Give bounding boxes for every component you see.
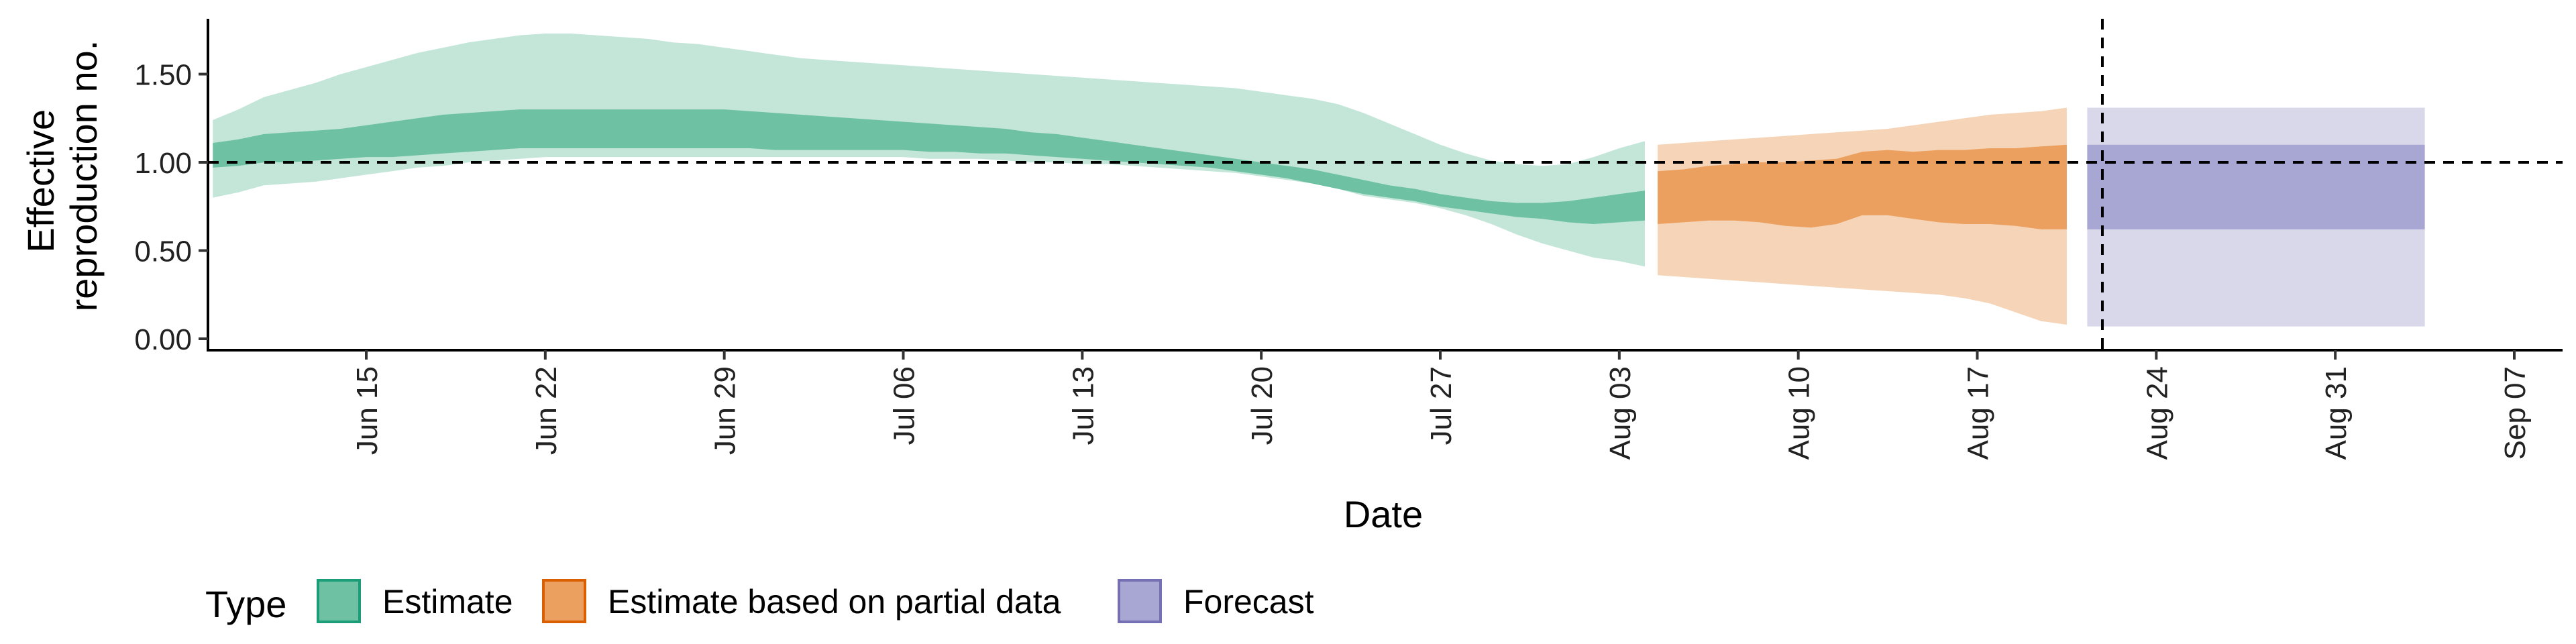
x-tick-label: Jun 29 (709, 366, 742, 455)
x-tick-label: Aug 24 (2141, 366, 2174, 460)
band-50-forecast (2087, 144, 2425, 229)
legend-label: Estimate based on partial data (608, 583, 1061, 621)
legend-key (542, 579, 586, 623)
y-axis-title-line1: Effective (19, 109, 62, 253)
legend: Type Estimate Estimate based on partial d… (205, 579, 1314, 625)
y-tick-label: 0.50 (134, 235, 192, 268)
x-ticks: Jun 15 Jun 22 Jun 29 Jul 06 Jul 13 Jul 20 Jul … (351, 350, 2532, 460)
x-tick-label: Aug 10 (1783, 366, 1816, 460)
legend-label: Estimate (382, 583, 513, 621)
bands-layer (213, 34, 2425, 327)
band-50-estimate-based-on-partial-data (1658, 144, 2067, 229)
band-50-estimate (213, 109, 1645, 224)
legend-key (317, 579, 361, 623)
x-tick-label: Aug 31 (2320, 366, 2353, 460)
legend-key (1118, 579, 1162, 623)
x-tick-label: Jun 22 (530, 366, 563, 455)
x-tick-label: Sep 07 (2499, 366, 2532, 460)
y-axis-title: Effective reproduction no. (19, 40, 105, 312)
x-tick-label: Jul 20 (1246, 366, 1279, 445)
legend-label: Forecast (1183, 583, 1314, 621)
x-tick-label: Jul 13 (1067, 366, 1099, 445)
reference-lines (208, 19, 2563, 352)
x-tick-label: Jul 27 (1425, 366, 1458, 445)
legend-title: Type (205, 583, 286, 625)
x-tick-label: Jul 06 (888, 366, 921, 445)
x-tick-label: Aug 03 (1604, 366, 1637, 460)
x-tick-label: Jun 15 (351, 366, 384, 455)
x-axis-title: Date (1344, 493, 1423, 535)
x-tick-label: Aug 17 (1962, 366, 1995, 460)
y-ticks: 0.00 0.50 1.00 1.50 (134, 59, 208, 356)
y-tick-label: 1.50 (134, 59, 192, 92)
y-tick-label: 1.00 (134, 147, 192, 180)
y-tick-label: 0.00 (134, 323, 192, 356)
y-axis-title-line2: reproduction no. (62, 40, 105, 312)
